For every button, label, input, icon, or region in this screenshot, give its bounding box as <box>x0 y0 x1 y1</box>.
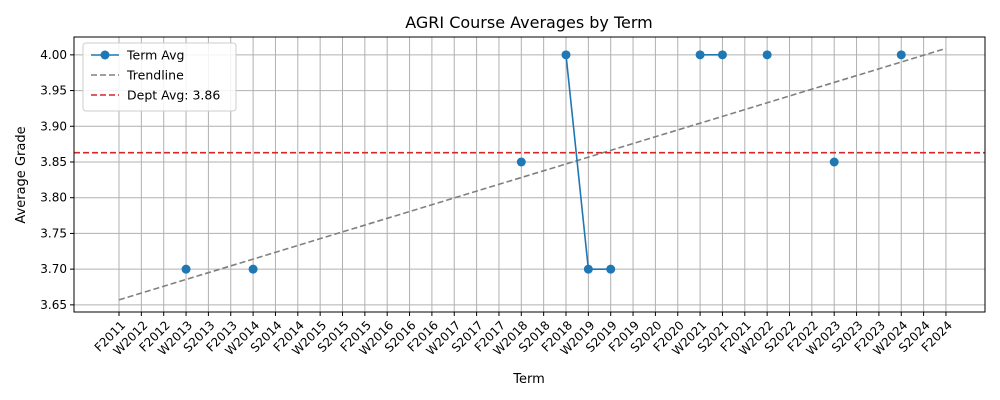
legend-label: Dept Avg: 3.86 <box>127 88 220 103</box>
term-avg-point <box>829 157 839 167</box>
trendline <box>118 47 947 301</box>
term-avg-point <box>717 50 727 60</box>
y-tick-label: 3.95 <box>40 84 67 98</box>
y-axis-label: Average Grade <box>14 126 29 223</box>
legend-swatch-marker <box>100 50 110 60</box>
legend: Term Avg Trendline Dept Avg: 3.86 <box>82 42 237 112</box>
plot-frame <box>73 36 986 313</box>
term-avg-point <box>181 264 191 274</box>
term-avg-point <box>561 50 571 60</box>
y-tick-label: 4.00 <box>40 48 67 62</box>
y-tick-label: 3.90 <box>40 119 67 133</box>
legend-label: Term Avg <box>126 48 184 63</box>
series-layer <box>74 47 985 301</box>
term-avg-point <box>516 157 526 167</box>
y-tick-label: 3.70 <box>40 262 67 276</box>
term-avg-point <box>762 50 772 60</box>
legend-label: Trendline <box>126 68 184 83</box>
y-tick-label: 3.80 <box>40 191 67 205</box>
y-tick-label: 3.85 <box>40 155 67 169</box>
term-avg-point <box>896 50 906 60</box>
y-tick-label: 3.75 <box>40 226 67 240</box>
term-avg-point <box>248 264 258 274</box>
legend-box <box>82 42 237 112</box>
y-tick-label: 3.65 <box>40 298 67 312</box>
term-avg-point <box>583 264 593 274</box>
chart-title: AGRI Course Averages by Term <box>405 13 653 32</box>
y-axis: 3.65 3.70 3.75 3.80 3.85 3.90 3.95 4.00 <box>40 48 74 312</box>
term-avg-point <box>695 50 705 60</box>
x-axis-label: Term <box>512 372 545 387</box>
term-avg-point <box>606 264 616 274</box>
